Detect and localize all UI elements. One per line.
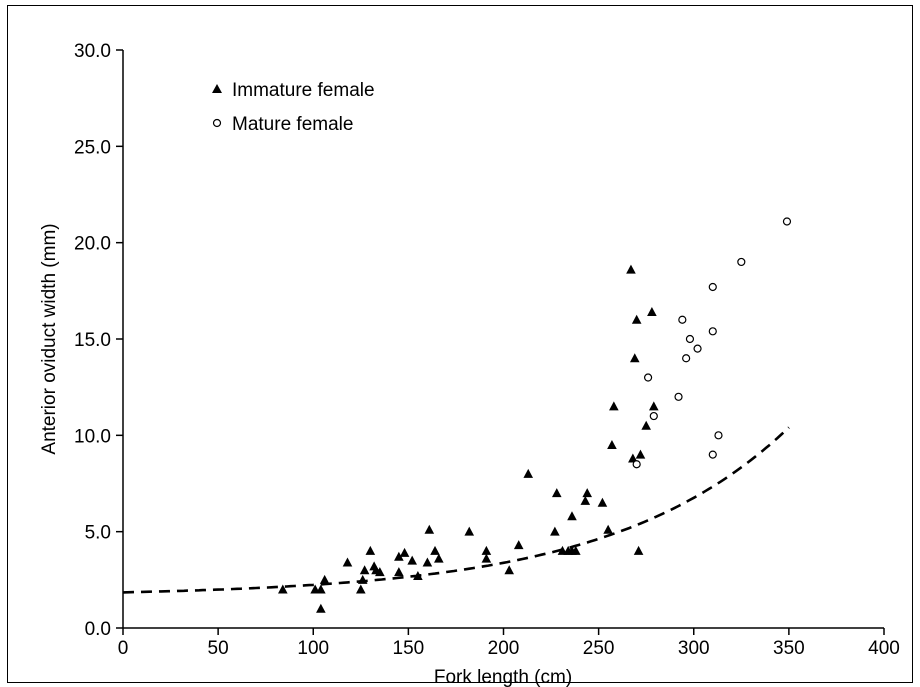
immature-female-point (481, 545, 492, 555)
immature-female-point (356, 584, 366, 594)
chart-frame (7, 5, 913, 683)
data-points (278, 217, 792, 613)
immature-female-point (365, 545, 376, 555)
legend-circle-marker (212, 118, 222, 128)
x-tick-label: 200 (488, 638, 520, 659)
immature-female-point (626, 264, 636, 274)
immature-female-point (399, 547, 410, 557)
x-tick-label: 250 (583, 638, 615, 659)
x-tick-label: 0 (118, 638, 129, 659)
immature-female-point (278, 584, 288, 594)
mature-female-point (708, 282, 717, 292)
immature-female-point (375, 567, 385, 577)
mature-female-point (649, 411, 658, 421)
immature-female-point (551, 488, 562, 498)
mature-female-point (693, 344, 702, 353)
legend: Immature female Mature female (212, 80, 375, 135)
immature-female-point (628, 453, 638, 463)
mature-female-point (632, 460, 641, 469)
x-tick-label: 400 (868, 638, 900, 659)
immature-female-point (609, 401, 619, 411)
immature-female-point (648, 401, 659, 411)
mature-female-point (678, 315, 687, 324)
immature-female-point (641, 420, 651, 430)
immature-female-point (603, 524, 613, 534)
x-tick-label: 100 (297, 638, 329, 659)
immature-female-point (413, 570, 423, 580)
legend-label-immature: Immature female (232, 80, 375, 101)
immature-female-point (481, 553, 492, 563)
immature-female-point (570, 545, 581, 555)
x-tick-label: 150 (393, 638, 425, 659)
immature-female-point (316, 584, 326, 594)
immature-female-point (607, 439, 617, 449)
mature-female-point (782, 217, 792, 226)
immature-female-point (434, 553, 444, 563)
immature-female-point (319, 574, 330, 584)
mature-female-point (708, 450, 717, 459)
y-tick-label: 5.0 (85, 523, 111, 544)
exponential-fit-curve (122, 426, 790, 594)
x-tick-label: 300 (678, 638, 710, 659)
immature-female-point (550, 526, 560, 536)
immature-female-point (504, 565, 515, 575)
y-tick-label: 10.0 (74, 426, 111, 447)
y-axis-title: Anterior oviduct width (mm) (39, 223, 60, 454)
immature-female-point (394, 567, 404, 577)
immature-female-point (422, 557, 433, 567)
y-tick-label: 20.0 (74, 234, 111, 255)
immature-female-point (523, 468, 534, 478)
axis-ticks (116, 49, 885, 635)
immature-female-point (394, 551, 404, 561)
immature-female-point (582, 488, 593, 498)
immature-female-point (633, 545, 644, 555)
mature-female-point (674, 392, 683, 401)
y-tick-label: 0.0 (85, 619, 111, 640)
axis-tick-labels: 0 50 100 150 200 250 300 350 400 0.0 5.0 10.0 15.0 20… (74, 41, 900, 659)
mature-female-point (708, 327, 717, 336)
immature-female-point (580, 495, 591, 505)
x-axis-title: Fork length (cm) (434, 667, 572, 687)
mature-female-point (682, 354, 691, 363)
y-tick-label: 30.0 (74, 41, 111, 62)
immature-female-point (316, 603, 326, 613)
immature-female-point (424, 524, 435, 534)
mature-female-point (737, 257, 746, 267)
legend-triangle-marker (212, 84, 222, 93)
immature-female-point (430, 545, 440, 555)
immature-female-point (407, 555, 417, 565)
axes (122, 50, 884, 629)
x-tick-label: 50 (208, 638, 229, 659)
immature-female-point (597, 497, 608, 507)
legend-label-mature: Mature female (232, 114, 353, 135)
mature-female-point (685, 334, 695, 344)
immature-female-point (359, 565, 370, 575)
immature-female-point (567, 511, 577, 521)
x-tick-label: 350 (773, 638, 805, 659)
y-tick-label: 25.0 (74, 137, 111, 158)
immature-female-point (629, 353, 640, 363)
immature-female-point (635, 449, 646, 459)
immature-female-point (631, 314, 642, 324)
y-tick-label: 15.0 (74, 330, 111, 351)
mature-female-point (714, 431, 723, 440)
immature-female-point (647, 307, 657, 317)
immature-female-point (513, 540, 524, 550)
mature-female-point (643, 373, 653, 382)
immature-female-point (357, 574, 368, 584)
immature-female-point (342, 557, 353, 567)
immature-female-point (464, 526, 475, 536)
